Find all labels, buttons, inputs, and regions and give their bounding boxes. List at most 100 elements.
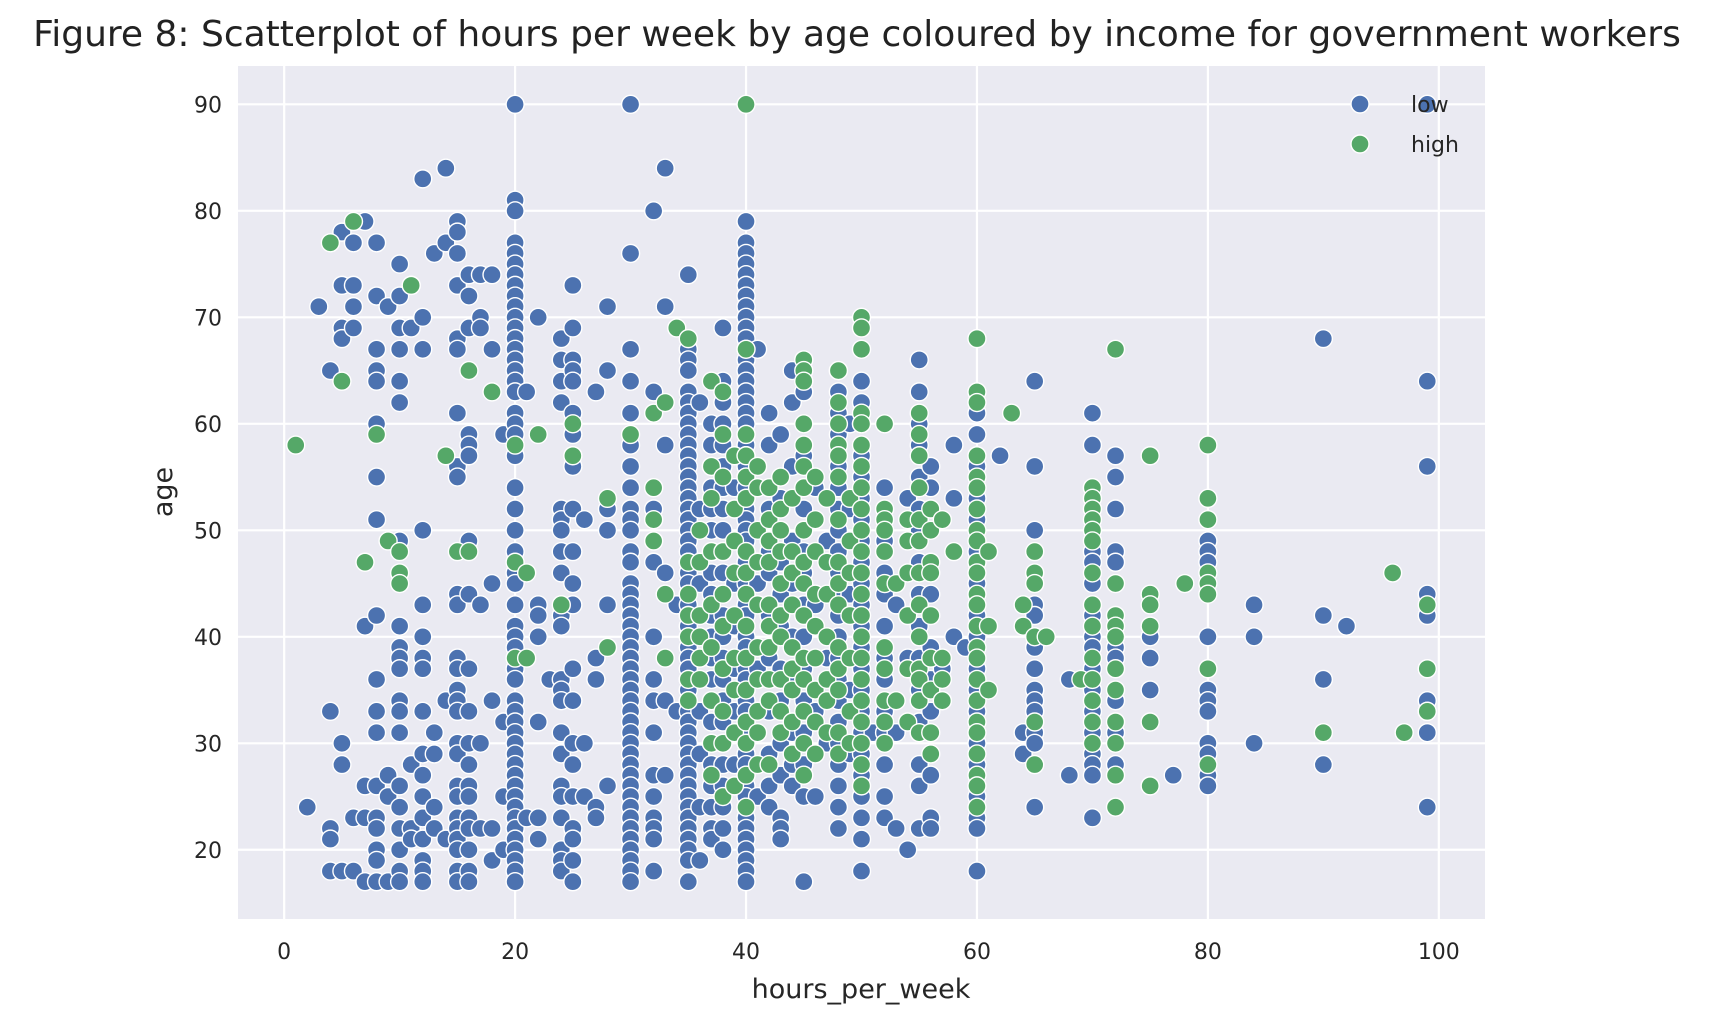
data-point-low xyxy=(1417,94,1437,115)
data-point-high xyxy=(967,776,987,796)
data-point-low xyxy=(528,627,548,647)
data-point-high xyxy=(1001,403,1022,423)
data-point-low xyxy=(389,776,410,796)
data-point-high xyxy=(516,563,537,583)
data-point-low xyxy=(366,605,387,626)
x-axis-ticks: 0 20 40 60 80 100 xyxy=(277,940,1460,965)
data-point-low xyxy=(794,872,814,892)
data-point-high xyxy=(851,584,872,604)
data-point-high xyxy=(389,541,410,562)
data-points xyxy=(286,94,1437,892)
data-point-high xyxy=(1082,648,1103,668)
data-point-low xyxy=(366,722,387,743)
data-point-low xyxy=(413,627,433,647)
data-point-low xyxy=(1244,733,1264,753)
data-point-low xyxy=(563,573,583,594)
data-point-high xyxy=(874,520,895,541)
data-point-low xyxy=(482,265,502,285)
data-point-high xyxy=(1140,446,1160,466)
data-point-high xyxy=(851,541,872,562)
data-point-high xyxy=(1024,573,1045,594)
data-point-low xyxy=(563,754,583,775)
data-point-high xyxy=(851,456,872,477)
data-point-low xyxy=(366,818,387,839)
data-point-high xyxy=(1024,712,1045,732)
data-point-low xyxy=(528,307,548,328)
data-point-high xyxy=(828,392,849,413)
data-point-high xyxy=(851,733,872,753)
data-point-high xyxy=(1417,659,1437,679)
data-point-high xyxy=(355,552,375,572)
data-point-high xyxy=(851,669,872,690)
data-point-high xyxy=(1024,541,1045,562)
data-point-low xyxy=(320,829,341,849)
data-point-low xyxy=(528,829,548,849)
data-point-low xyxy=(389,659,410,679)
data-point-low xyxy=(655,158,675,178)
data-point-low xyxy=(563,829,583,849)
data-point-low xyxy=(447,467,468,487)
data-point-low xyxy=(366,233,387,253)
data-point-high xyxy=(1036,627,1056,647)
data-point-low xyxy=(828,818,849,839)
legend-label-low: low xyxy=(1411,93,1449,118)
data-point-low xyxy=(597,520,618,541)
data-point-low xyxy=(470,733,491,753)
data-point-high xyxy=(597,488,618,509)
data-point-low xyxy=(332,754,352,775)
data-point-high xyxy=(678,690,699,711)
data-point-high xyxy=(482,382,502,402)
data-point-low xyxy=(1313,754,1334,775)
series-high xyxy=(286,94,1437,817)
data-point-high xyxy=(967,328,987,349)
data-point-high xyxy=(828,467,849,487)
data-point-high xyxy=(921,563,941,583)
data-point-high xyxy=(551,595,571,615)
data-point-low xyxy=(482,573,502,594)
data-point-high xyxy=(932,690,953,711)
data-point-low xyxy=(389,616,410,636)
data-point-low xyxy=(1198,776,1218,796)
data-point-high xyxy=(805,467,826,487)
data-point-high xyxy=(874,541,895,562)
data-point-high xyxy=(921,744,941,764)
data-point-high xyxy=(851,435,872,455)
data-point-low xyxy=(1082,808,1103,828)
data-point-low xyxy=(320,701,341,722)
data-point-high xyxy=(1082,616,1103,636)
data-point-low xyxy=(874,754,895,775)
y-tick-label: 70 xyxy=(194,306,222,331)
data-point-high xyxy=(828,446,849,466)
x-tick-label: 100 xyxy=(1418,940,1460,965)
legend-marker-low xyxy=(1350,94,1370,114)
data-point-high xyxy=(967,499,987,519)
data-point-low xyxy=(505,520,525,541)
data-point-high xyxy=(886,690,906,711)
data-point-high xyxy=(794,435,814,455)
data-point-high xyxy=(967,648,987,668)
data-point-low xyxy=(459,754,479,775)
data-point-low xyxy=(620,371,641,391)
data-point-low xyxy=(874,786,895,807)
data-point-high xyxy=(978,616,999,636)
data-point-low xyxy=(413,520,433,541)
data-point-high xyxy=(759,754,779,775)
data-point-high xyxy=(1198,509,1218,530)
x-tick-label: 80 xyxy=(1194,940,1222,965)
data-point-high xyxy=(1013,595,1033,615)
data-point-high xyxy=(1394,722,1414,743)
data-point-low xyxy=(874,478,895,498)
data-point-high xyxy=(932,669,953,690)
data-point-high xyxy=(1082,531,1103,551)
data-point-high xyxy=(851,627,872,647)
data-point-low xyxy=(1417,797,1437,817)
data-point-high xyxy=(690,520,710,541)
data-point-high xyxy=(932,648,953,668)
data-point-low xyxy=(713,840,733,860)
data-point-low xyxy=(620,520,641,541)
data-point-low xyxy=(1163,765,1183,785)
data-point-high xyxy=(597,637,618,658)
data-point-low xyxy=(551,616,571,636)
data-point-high xyxy=(817,488,837,509)
data-point-high xyxy=(701,488,722,509)
